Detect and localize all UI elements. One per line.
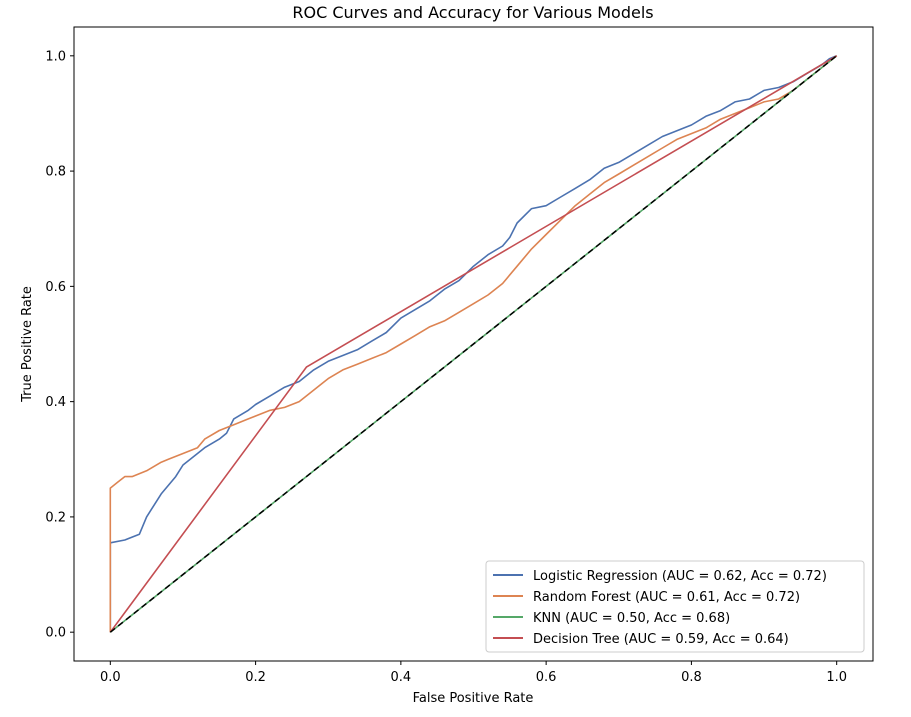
x-tick-label: 0.0 (100, 670, 121, 685)
series-line-decision-tree (109, 55, 838, 633)
plot-frame (73, 26, 874, 662)
legend-label-decision-tree: Decision Tree (AUC = 0.59, Acc = 0.64) (533, 632, 789, 647)
series-line-logistic-regression (109, 55, 837, 633)
legend-label-knn: KNN (AUC = 0.50, Acc = 0.68) (533, 611, 730, 626)
x-tick-label: 0.6 (536, 670, 557, 685)
y-axis-ticks: 0.0 0.2 0.4 0.6 0.8 1.0 (45, 49, 74, 641)
x-tick-label: 0.4 (391, 670, 412, 685)
legend-label-random-forest: Random Forest (AUC = 0.61, Acc = 0.72) (533, 590, 800, 605)
y-tick-label: 0.8 (45, 165, 66, 180)
y-tick-label: 0.6 (45, 280, 66, 295)
chart-title: ROC Curves and Accuracy for Various Mode… (292, 3, 653, 22)
legend-box (485, 560, 865, 653)
x-tick-label: 0.2 (245, 670, 266, 685)
x-tick-label: 0.8 (681, 670, 702, 685)
reference-line-chance (109, 55, 838, 633)
x-axis-ticks: 0.0 0.2 0.4 0.6 0.8 1.0 (100, 661, 847, 685)
y-tick-label: 0.0 (45, 626, 66, 641)
series-line-random-forest (109, 55, 838, 633)
plot-lines (109, 55, 838, 633)
y-tick-label: 0.4 (45, 395, 66, 410)
y-axis-label: True Positive Rate (20, 286, 35, 403)
x-tick-label: 1.0 (826, 670, 847, 685)
legend: Logistic Regression (AUC = 0.62, Acc = 0… (485, 560, 865, 653)
legend-entries: Logistic Regression (AUC = 0.62, Acc = 0… (493, 569, 827, 647)
y-tick-label: 0.2 (45, 510, 66, 525)
legend-label-logistic-regression: Logistic Regression (AUC = 0.62, Acc = 0… (533, 569, 827, 584)
x-axis-label: False Positive Rate (413, 691, 534, 706)
y-tick-label: 1.0 (45, 49, 66, 64)
